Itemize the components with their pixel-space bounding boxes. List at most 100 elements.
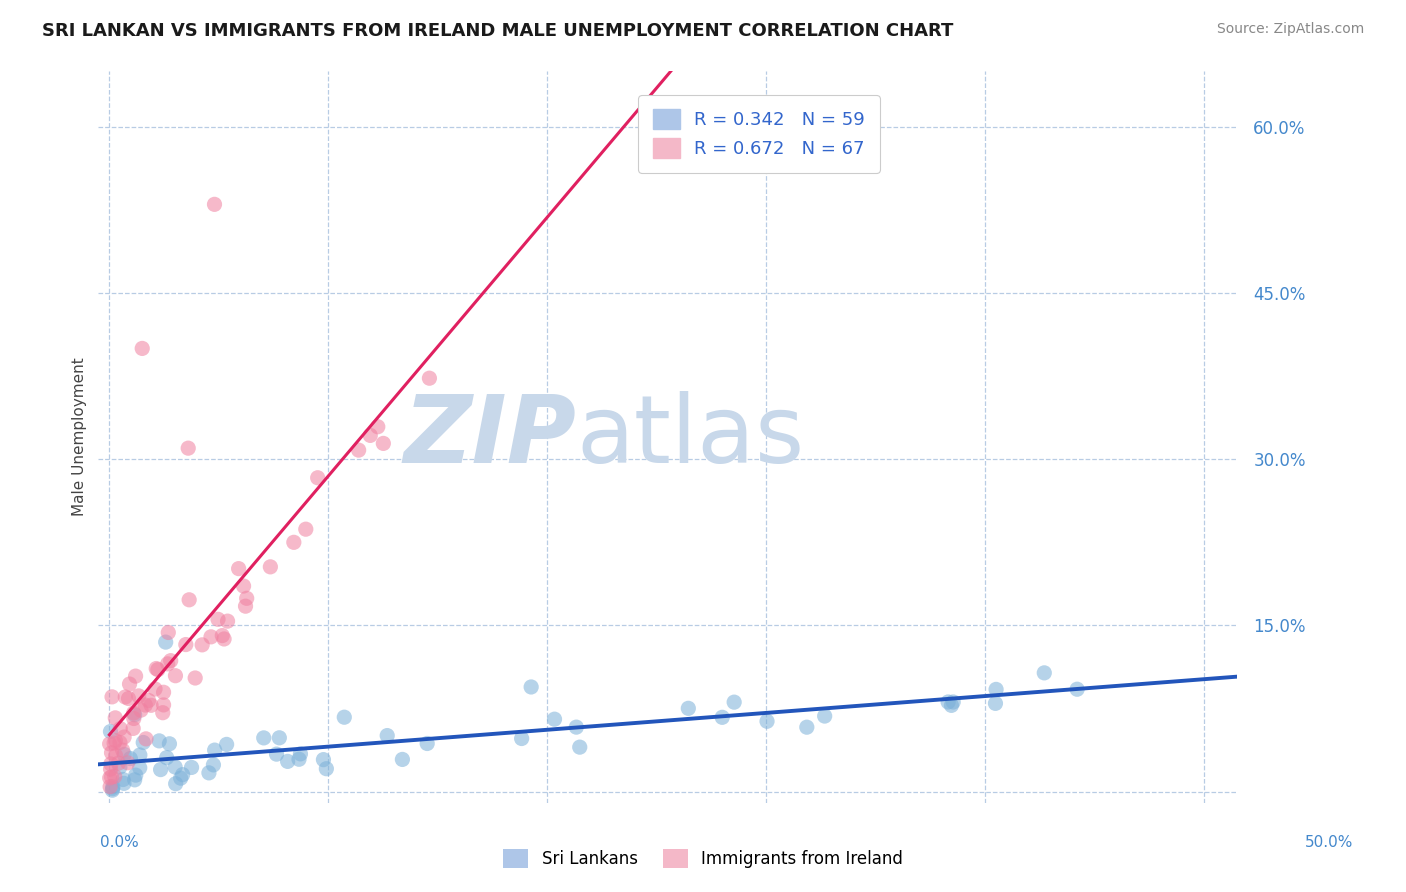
Point [235,599,257,614]
Point [112,747,135,762]
Text: ZIP: ZIP [404,391,576,483]
Point [128,689,150,703]
Point [283,535,305,549]
Point [100,756,122,771]
Point [110,722,132,736]
Point [266,747,288,761]
Point [796,720,818,734]
Point [100,724,122,739]
Point [165,777,187,791]
Point [936,695,959,709]
Point [215,738,238,752]
Point [172,767,194,781]
Point [100,762,122,776]
Point [200,630,222,644]
Point [101,690,124,704]
Point [312,753,335,767]
Point [103,736,125,750]
Point [100,746,122,760]
Point [98,737,121,751]
Point [565,720,588,734]
Legend: R = 0.342   N = 59, R = 0.672   N = 67: R = 0.342 N = 59, R = 0.672 N = 67 [638,95,880,173]
Point [122,722,145,736]
Point [104,748,127,763]
Point [111,743,134,757]
Point [118,677,141,691]
Point [104,769,127,783]
Point [152,698,174,712]
Text: SRI LANKAN VS IMMIGRANTS FROM IRELAND MALE UNEMPLOYMENT CORRELATION CHART: SRI LANKAN VS IMMIGRANTS FROM IRELAND MA… [42,22,953,40]
Point [129,703,152,717]
Point [124,772,146,787]
Point [294,522,316,536]
Point [131,342,153,356]
Point [269,731,291,745]
Point [375,729,398,743]
Point [756,714,779,729]
Point [253,731,276,745]
Point [128,747,150,762]
Point [135,731,157,746]
Point [104,733,127,747]
Point [125,768,148,782]
Point [290,747,312,761]
Point [984,682,1007,697]
Point [156,750,179,764]
Point [138,693,160,707]
Point [155,635,177,649]
Text: Source: ZipAtlas.com: Source: ZipAtlas.com [1216,22,1364,37]
Point [204,743,226,757]
Point [543,712,565,726]
Text: 50.0%: 50.0% [1305,836,1353,850]
Point [114,690,136,704]
Point [112,772,135,787]
Point [120,751,142,765]
Point [124,707,146,722]
Point [217,614,239,628]
Point [157,625,180,640]
Point [139,698,162,713]
Point [277,755,299,769]
Point [510,731,533,746]
Point [148,734,170,748]
Point [232,579,254,593]
Point [307,471,329,485]
Point [315,762,337,776]
Point [128,761,150,775]
Point [104,711,127,725]
Point [149,763,172,777]
Point [122,712,145,726]
Point [152,706,174,720]
Point [391,752,413,766]
Point [204,197,226,211]
Point [179,592,201,607]
Point [152,685,174,699]
Point [941,698,963,713]
Point [288,752,311,766]
Point [134,698,156,712]
Point [112,776,135,790]
Point [98,771,121,785]
Point [711,710,734,724]
Point [1066,682,1088,697]
Point [520,680,543,694]
Point [107,756,129,771]
Point [174,638,197,652]
Point [165,669,187,683]
Point [1033,665,1056,680]
Point [678,701,700,715]
Point [212,632,235,646]
Y-axis label: Male Unemployment: Male Unemployment [72,358,87,516]
Point [143,681,166,696]
Legend: Sri Lankans, Immigrants from Ireland: Sri Lankans, Immigrants from Ireland [496,843,910,875]
Point [177,441,200,455]
Point [159,737,181,751]
Point [100,770,122,784]
Point [170,771,193,785]
Text: atlas: atlas [576,391,806,483]
Point [568,740,591,755]
Point [122,706,145,720]
Point [373,436,395,450]
Point [124,669,146,683]
Point [207,612,229,626]
